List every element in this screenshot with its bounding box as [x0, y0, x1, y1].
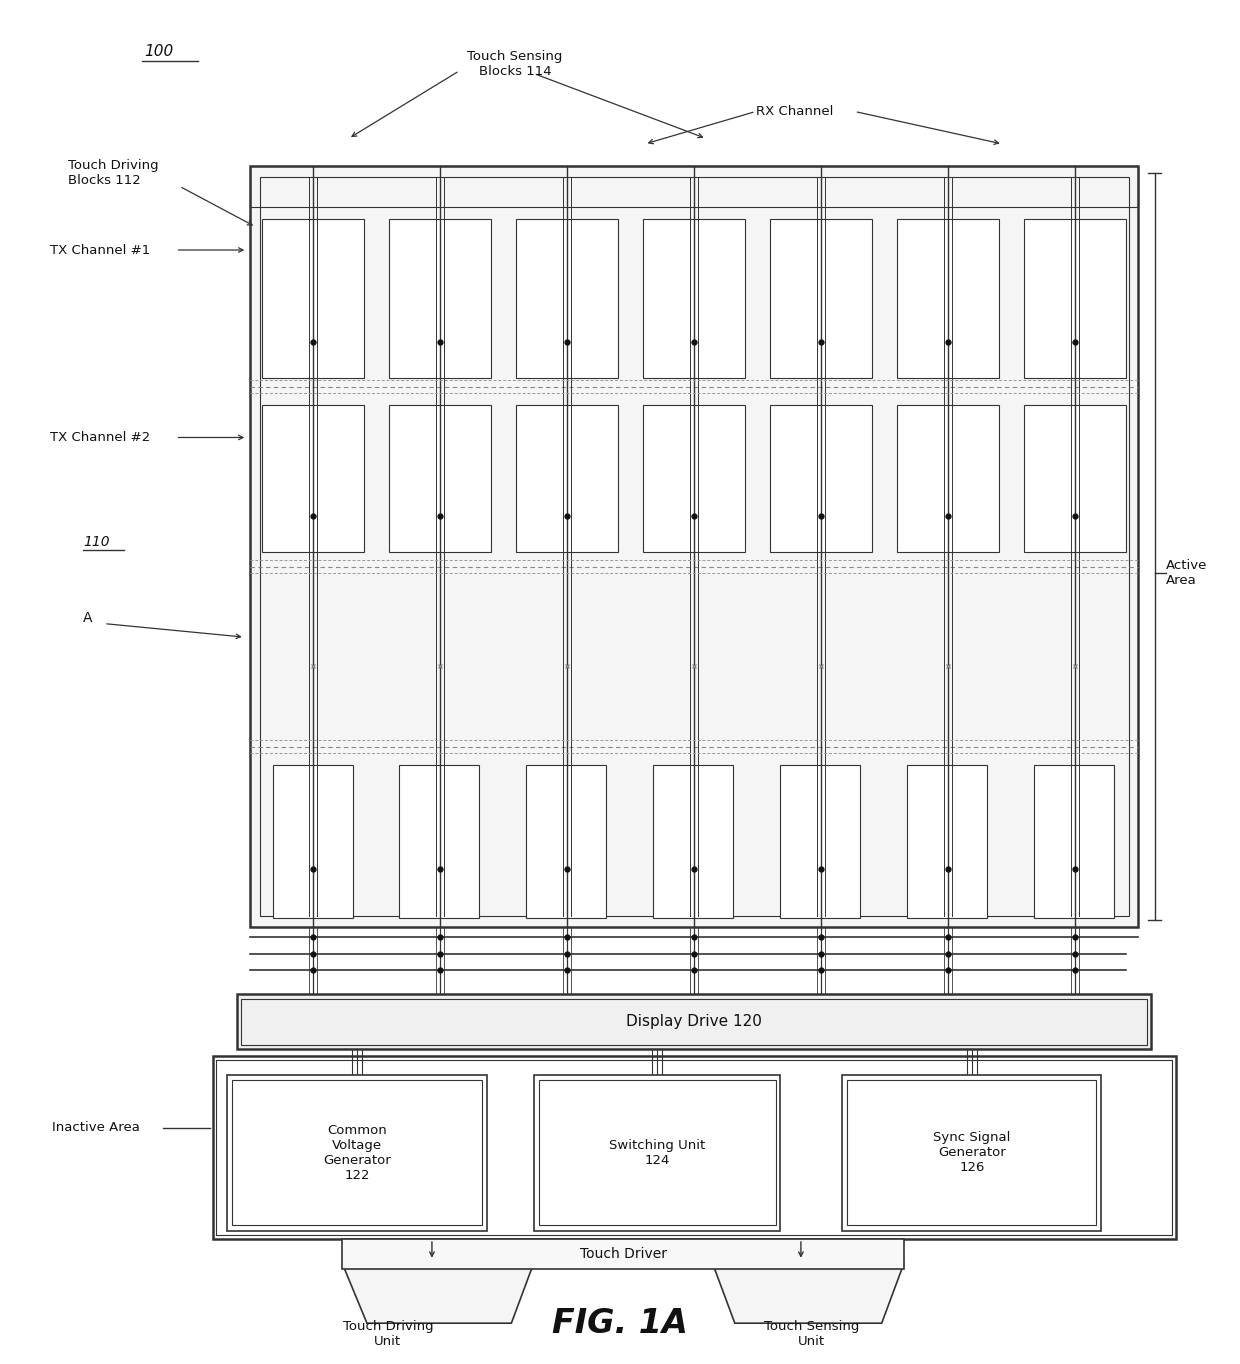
- Bar: [908, 765, 987, 918]
- Bar: [249, 386, 1138, 566]
- Text: Touch Driving
Unit: Touch Driving Unit: [342, 1319, 433, 1348]
- Bar: [227, 1075, 486, 1230]
- Text: Sync Signal
Generator
126: Sync Signal Generator 126: [934, 1131, 1011, 1174]
- Bar: [842, 1075, 1101, 1230]
- Bar: [516, 405, 618, 552]
- Bar: [263, 405, 365, 552]
- Bar: [780, 765, 861, 918]
- Bar: [249, 379, 1138, 393]
- Text: Common
Voltage
Generator
122: Common Voltage Generator 122: [324, 1124, 391, 1181]
- Bar: [1034, 765, 1115, 918]
- Bar: [263, 220, 365, 378]
- Text: Active
Area: Active Area: [1166, 559, 1207, 588]
- Bar: [249, 746, 1138, 926]
- Bar: [399, 765, 480, 918]
- Bar: [1024, 405, 1126, 552]
- Bar: [389, 220, 491, 378]
- Bar: [533, 1075, 780, 1230]
- Text: 100: 100: [145, 44, 174, 59]
- Text: Touch Driving
Blocks 112: Touch Driving Blocks 112: [68, 158, 159, 187]
- Polygon shape: [713, 1263, 904, 1323]
- Bar: [1024, 220, 1126, 378]
- Bar: [249, 166, 1138, 926]
- Bar: [241, 998, 1147, 1045]
- Text: 110: 110: [83, 535, 109, 550]
- Text: A: A: [83, 611, 93, 625]
- Text: RX Channel: RX Channel: [756, 105, 833, 117]
- Bar: [249, 559, 1138, 573]
- Text: Touch Sensing
Blocks 114: Touch Sensing Blocks 114: [467, 50, 563, 78]
- Text: TX Channel #2: TX Channel #2: [50, 431, 150, 443]
- Bar: [770, 220, 872, 378]
- Bar: [389, 405, 491, 552]
- Bar: [898, 220, 998, 378]
- Bar: [259, 177, 1128, 915]
- Bar: [898, 405, 998, 552]
- Bar: [212, 1056, 1176, 1239]
- Bar: [644, 405, 745, 552]
- Bar: [237, 994, 1151, 1049]
- Bar: [249, 206, 1138, 386]
- Bar: [249, 566, 1138, 746]
- Bar: [249, 166, 1138, 206]
- Bar: [249, 739, 1138, 753]
- Bar: [538, 1080, 775, 1225]
- Bar: [516, 220, 618, 378]
- Text: Display Drive 120: Display Drive 120: [626, 1013, 763, 1028]
- Text: TX Channel #1: TX Channel #1: [50, 244, 150, 256]
- Text: Touch Sensing
Unit: Touch Sensing Unit: [764, 1319, 859, 1348]
- Text: Touch Driver: Touch Driver: [579, 1247, 667, 1260]
- Bar: [249, 166, 1138, 206]
- Bar: [273, 765, 352, 918]
- Bar: [232, 1080, 482, 1225]
- Bar: [342, 1239, 904, 1269]
- Bar: [216, 1060, 1172, 1234]
- Text: Switching Unit
124: Switching Unit 124: [609, 1139, 706, 1166]
- Bar: [770, 405, 872, 552]
- Text: Inactive Area: Inactive Area: [52, 1121, 140, 1133]
- Polygon shape: [342, 1263, 533, 1323]
- Bar: [847, 1080, 1096, 1225]
- Text: FIG. 1A: FIG. 1A: [552, 1307, 688, 1339]
- Bar: [644, 220, 745, 378]
- Bar: [653, 765, 733, 918]
- Bar: [527, 765, 606, 918]
